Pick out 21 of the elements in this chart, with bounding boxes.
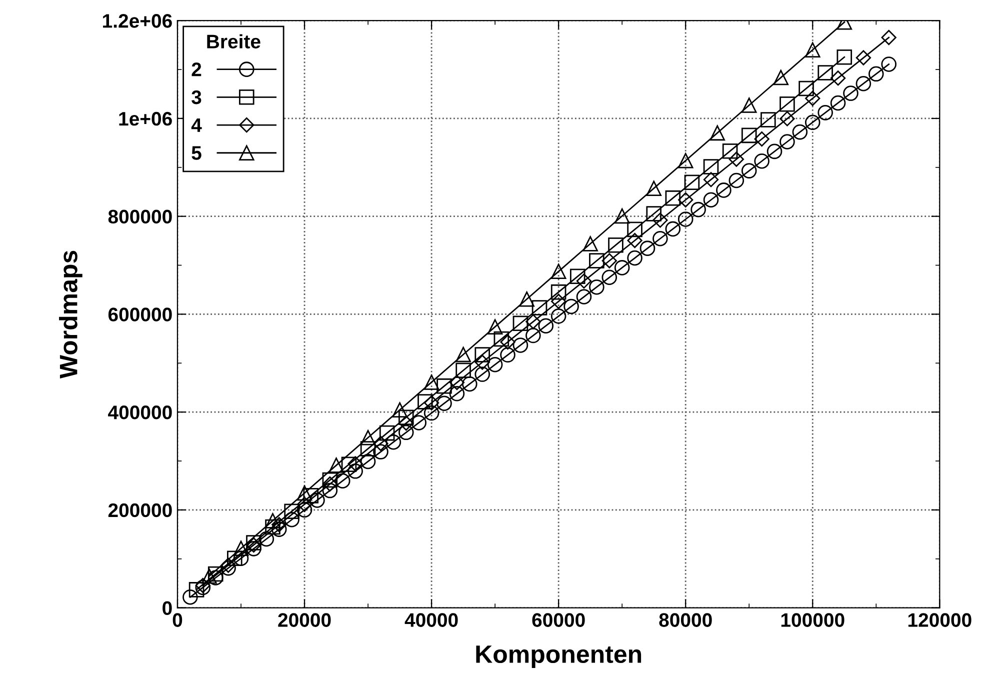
y-tick-label: 800000 <box>108 210 172 224</box>
y-tick-label: 400000 <box>108 406 172 420</box>
x-tick-label: 0 <box>172 613 182 627</box>
y-axis-title: Wordmaps <box>59 250 82 379</box>
legend-label: 5 <box>192 146 202 160</box>
x-tick-label: 60000 <box>532 613 585 627</box>
x-tick-label: 100000 <box>781 613 844 627</box>
legend-label: 2 <box>192 62 202 76</box>
legend-label: 4 <box>191 118 202 132</box>
y-tick-label: 1e+06 <box>119 112 172 126</box>
y-tick-label: 600000 <box>108 308 172 322</box>
y-tick-label: 200000 <box>108 503 172 518</box>
y-tick-label: 0 <box>162 601 172 616</box>
x-tick-label: 120000 <box>908 613 972 627</box>
x-tick-label: 20000 <box>278 613 331 627</box>
legend-label: 3 <box>192 90 202 104</box>
x-tick-label: 40000 <box>404 613 458 627</box>
x-axis-title: Komponenten <box>476 646 642 668</box>
x-tick-label: 80000 <box>659 613 712 627</box>
y-tick-label: 1.2e+06 <box>103 14 172 28</box>
legend-title: Breite <box>207 34 260 48</box>
